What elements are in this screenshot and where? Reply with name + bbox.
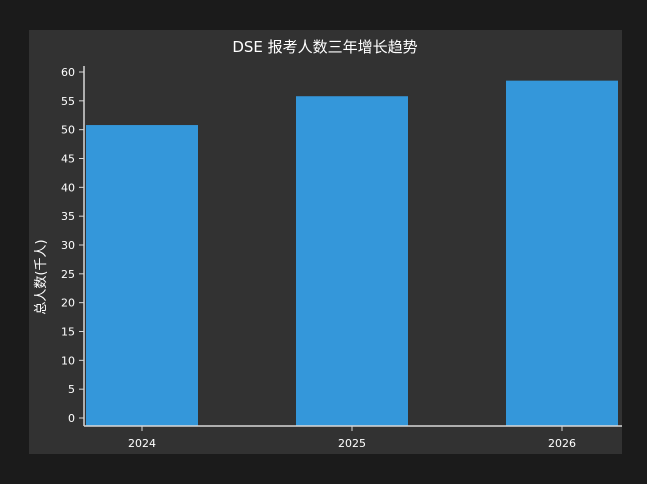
y-tick-label: 30 (61, 239, 75, 252)
y-tick-label: 10 (61, 354, 75, 367)
y-tick-label: 25 (61, 268, 75, 281)
x-tick-label: 2026 (548, 437, 576, 450)
y-axis-title: 总人数(千人) (34, 239, 49, 314)
y-tick-label: 55 (61, 95, 75, 108)
y-tick-label: 35 (61, 210, 75, 223)
chart-panel: DSE 报考人数三年增长趋势 总人数(千人) 0 5 10 15 20 25 30 35 40 4… (29, 30, 622, 454)
bar-2026 (506, 80, 618, 427)
bar-2025 (296, 96, 408, 426)
y-tick-label: 40 (61, 181, 75, 194)
x-axis: 2024 2025 2026 (84, 425, 622, 450)
bar-chart: DSE 报考人数三年增长趋势 总人数(千人) 05101520253035404… (34, 38, 622, 450)
y-tick-label: 50 (61, 124, 75, 137)
y-tick-label: 5 (68, 383, 75, 396)
bar-2024 (86, 125, 198, 426)
y-tick-label: 0 (68, 412, 75, 425)
x-tick-label: 2025 (338, 437, 366, 450)
y-tick-label: 60 (61, 66, 75, 79)
chart-title: DSE 报考人数三年增长趋势 (232, 38, 417, 56)
y-tick-label: 45 (61, 153, 75, 166)
y-axis: 0 5 10 15 20 25 30 35 40 45 50 55 60 (61, 66, 85, 426)
y-tick-label: 20 (61, 297, 75, 310)
y-tick-label: 15 (61, 326, 75, 339)
bars-layer (86, 80, 618, 427)
x-tick-label: 2024 (128, 437, 156, 450)
